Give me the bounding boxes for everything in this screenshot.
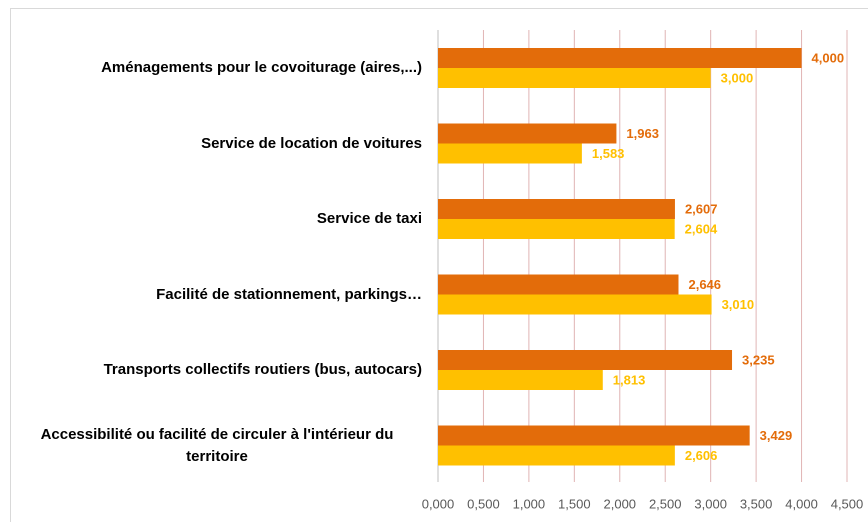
x-tick-label: 4,500: [831, 496, 864, 511]
value-label: 1,963: [626, 126, 659, 141]
x-tick-label: 0,000: [422, 496, 455, 511]
value-label: 2,646: [688, 277, 721, 292]
bar: [438, 425, 750, 446]
value-label: 1,583: [592, 146, 625, 161]
value-label: 3,429: [760, 428, 793, 443]
value-label: 3,010: [722, 297, 755, 312]
value-label: 3,235: [742, 352, 775, 367]
x-tick-label: 2,000: [604, 496, 637, 511]
bar: [438, 294, 712, 315]
chart-frame: [10, 8, 868, 522]
category-label: Aménagements pour le covoiturage (aires,…: [101, 59, 422, 76]
category-label: Service de taxi: [316, 210, 422, 227]
value-label: 3,000: [721, 70, 754, 85]
category-label: Accessibilité ou facilité de circuler à …: [40, 425, 394, 465]
category-label: Transports collectifs routiers (bus, aut…: [103, 361, 422, 378]
category-label: Service de location de voitures: [201, 134, 422, 152]
value-label: 2,604: [685, 221, 718, 236]
x-tick-label: 1,500: [558, 496, 591, 511]
bar: [438, 143, 582, 164]
x-tick-label: 1,000: [513, 496, 546, 511]
bar: [438, 68, 711, 88]
bar: [438, 123, 617, 144]
bar: [438, 350, 733, 370]
x-tick-label: 2,500: [649, 496, 682, 511]
bar: [438, 370, 603, 390]
x-tick-label: 3,000: [694, 496, 727, 511]
value-label: 2,607: [685, 201, 718, 216]
value-label: 2,606: [685, 448, 718, 463]
bar: [438, 219, 675, 239]
bar: [438, 48, 802, 68]
x-tick-label: 0,500: [467, 496, 500, 511]
x-tick-label: 4,000: [785, 496, 818, 511]
bar: [438, 199, 675, 219]
x-tick-label: 3,500: [740, 496, 773, 511]
category-label: Facilité de stationnement, parkings…: [156, 285, 422, 303]
value-label: 1,813: [613, 372, 646, 387]
bar: [438, 445, 675, 466]
value-label: 4,000: [812, 50, 845, 65]
bar: [438, 274, 679, 295]
